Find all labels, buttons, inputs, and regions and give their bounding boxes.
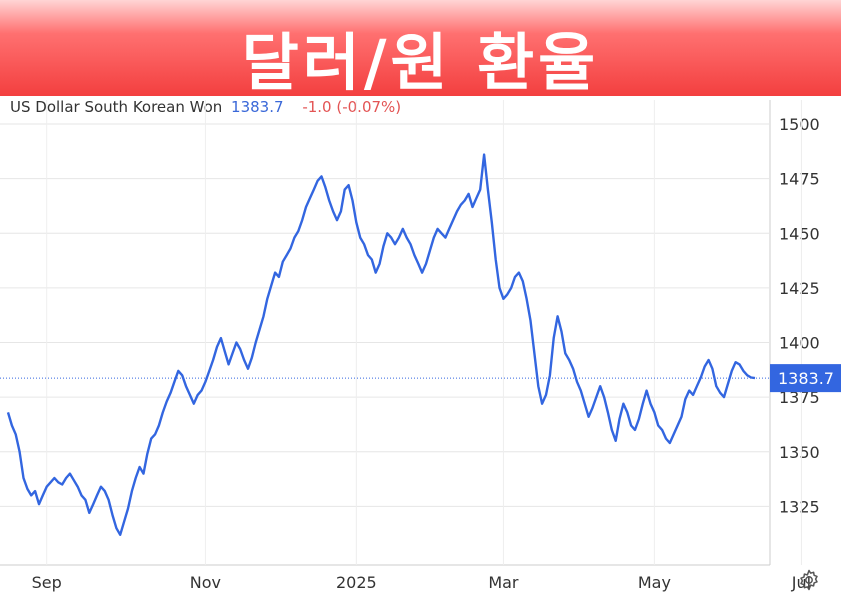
x-tick-label: 2025 bbox=[336, 573, 377, 592]
quote-header: US Dollar South Korean Won 1383.7 -1.0 (… bbox=[10, 98, 401, 116]
gear-icon[interactable] bbox=[797, 568, 821, 592]
price-change: -1.0 (-0.07%) bbox=[302, 98, 402, 116]
y-tick-label: 1425 bbox=[779, 279, 820, 298]
x-tick-label: Nov bbox=[190, 573, 221, 592]
banner-title: 달러/원 환율 bbox=[241, 26, 600, 99]
y-tick-label: 1325 bbox=[779, 497, 820, 516]
last-price-tag bbox=[770, 364, 841, 393]
y-tick-label: 1450 bbox=[779, 224, 820, 243]
y-tick-label: 1475 bbox=[779, 170, 820, 189]
y-tick-label: 1500 bbox=[779, 115, 820, 134]
x-tick-label: May bbox=[638, 573, 671, 592]
current-value: 1383.7 bbox=[231, 98, 284, 116]
last-price-label: 1383.7 bbox=[778, 369, 834, 388]
y-tick-label: 1375 bbox=[779, 388, 820, 407]
y-tick-label: 1350 bbox=[779, 443, 820, 462]
title-banner: 달러/원 환율 bbox=[0, 0, 841, 99]
x-tick-label: Mar bbox=[488, 573, 519, 592]
instrument-name: US Dollar South Korean Won bbox=[10, 98, 223, 116]
y-tick-label: 1400 bbox=[779, 334, 820, 353]
x-tick-label: Sep bbox=[32, 573, 62, 592]
price-series-line bbox=[6, 153, 756, 536]
